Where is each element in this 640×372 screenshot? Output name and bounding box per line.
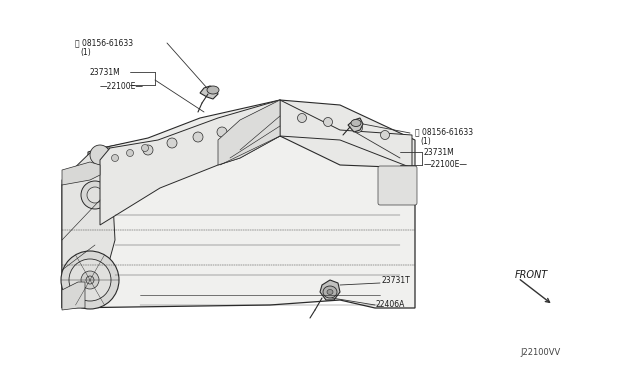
FancyBboxPatch shape (378, 166, 417, 205)
Ellipse shape (323, 286, 337, 298)
Text: 23731M: 23731M (90, 68, 121, 77)
Ellipse shape (327, 289, 333, 295)
Text: ⓘ 08156-61633: ⓘ 08156-61633 (415, 127, 473, 136)
Ellipse shape (298, 113, 307, 122)
Ellipse shape (193, 132, 203, 142)
Ellipse shape (351, 119, 361, 126)
Ellipse shape (127, 150, 134, 157)
Ellipse shape (143, 145, 153, 155)
Polygon shape (62, 282, 85, 310)
Ellipse shape (90, 145, 110, 165)
Text: —22100E—: —22100E— (424, 160, 468, 169)
Ellipse shape (111, 154, 118, 161)
Ellipse shape (81, 181, 109, 209)
Polygon shape (320, 280, 340, 300)
Ellipse shape (81, 271, 99, 289)
Polygon shape (348, 118, 363, 132)
Polygon shape (62, 148, 115, 308)
Polygon shape (200, 86, 218, 99)
Text: 23731M: 23731M (424, 148, 455, 157)
Polygon shape (100, 100, 280, 225)
Polygon shape (62, 162, 100, 185)
Ellipse shape (141, 144, 148, 151)
Ellipse shape (217, 127, 227, 137)
Text: (1): (1) (80, 48, 91, 57)
Ellipse shape (167, 138, 177, 148)
Polygon shape (88, 100, 280, 230)
Ellipse shape (323, 118, 333, 126)
Polygon shape (280, 100, 415, 168)
Text: 22406A: 22406A (375, 300, 404, 309)
Ellipse shape (353, 124, 362, 132)
Text: J22100VV: J22100VV (520, 348, 560, 357)
Text: (1): (1) (420, 137, 431, 146)
Ellipse shape (381, 131, 390, 140)
Ellipse shape (207, 86, 219, 94)
Ellipse shape (69, 259, 111, 301)
Polygon shape (218, 100, 280, 165)
Ellipse shape (61, 251, 119, 309)
Text: ⓘ 08156-61633: ⓘ 08156-61633 (75, 38, 133, 47)
Polygon shape (280, 100, 412, 168)
Ellipse shape (87, 187, 103, 203)
Text: 23731T: 23731T (382, 276, 411, 285)
Ellipse shape (86, 276, 94, 284)
Text: —22100E—: —22100E— (100, 82, 144, 91)
Text: FRONT: FRONT (515, 270, 548, 280)
Polygon shape (62, 136, 415, 308)
